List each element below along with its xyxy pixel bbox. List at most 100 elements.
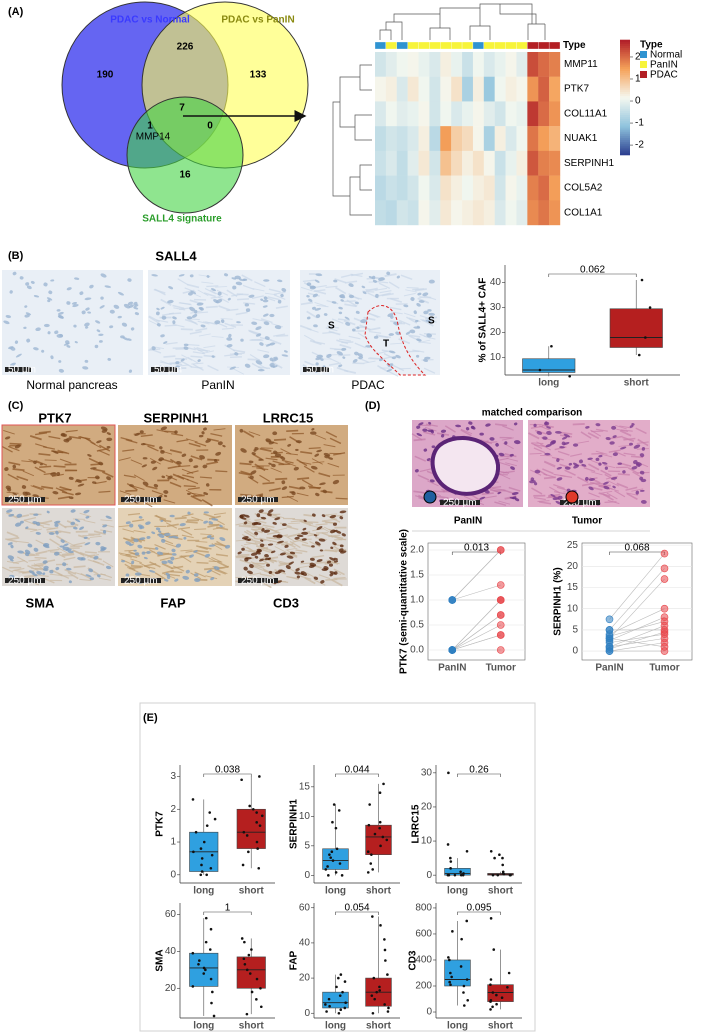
fiber <box>61 491 74 496</box>
fiber <box>90 441 102 449</box>
point <box>328 1004 331 1008</box>
fiber <box>262 524 275 529</box>
fiber <box>165 341 178 345</box>
heat-cell <box>440 175 452 201</box>
nucleus <box>274 517 281 521</box>
y-tick-label: 0.5 <box>410 620 424 631</box>
fiber <box>413 438 426 442</box>
nucleus <box>295 448 299 451</box>
nucleus <box>426 458 431 461</box>
nucleus <box>134 304 139 308</box>
nucleus <box>156 551 164 556</box>
fiber <box>423 431 436 436</box>
nucleus <box>244 514 250 518</box>
fiber <box>196 545 208 550</box>
pair-line <box>609 642 665 652</box>
heat-cell <box>396 101 408 127</box>
y-tick-label: 60 <box>299 902 311 913</box>
y-tick-label: 15 <box>567 582 579 593</box>
nucleus <box>282 523 287 526</box>
fiber <box>543 476 557 480</box>
colorbar-step <box>620 83 630 87</box>
fiber <box>635 427 647 435</box>
fiber <box>196 346 209 353</box>
y-tick-label: 0 <box>304 870 310 881</box>
nucleus <box>193 550 198 553</box>
y-tick-label: 20 <box>299 973 311 984</box>
nucleus <box>425 319 432 323</box>
colorbar-step <box>620 110 630 114</box>
y-tick-label: 600 <box>415 929 432 940</box>
fiber <box>334 278 347 284</box>
nucleus <box>66 567 72 571</box>
nucleus <box>311 513 316 517</box>
fiber <box>98 444 111 452</box>
fiber <box>251 564 264 569</box>
fiber <box>326 325 339 329</box>
nucleus <box>140 443 146 446</box>
heat-cell <box>451 101 463 127</box>
highlight <box>1 424 116 506</box>
nucleus <box>167 559 174 564</box>
fiber <box>200 533 213 536</box>
colorbar-step <box>620 148 630 152</box>
scale-bar-label: 250 µm <box>124 575 158 586</box>
nucleus <box>415 354 420 358</box>
nucleus <box>588 486 594 491</box>
heat-cell <box>385 126 397 152</box>
fiber <box>540 443 551 451</box>
heat-cell <box>494 200 506 226</box>
fiber <box>249 353 261 362</box>
fiber <box>325 285 338 289</box>
point <box>258 775 261 778</box>
fiber <box>541 424 554 429</box>
x-tick-label: long <box>193 886 214 897</box>
nucleus <box>326 560 332 564</box>
point <box>501 856 504 860</box>
fiber <box>616 428 629 433</box>
nucleus <box>241 547 245 551</box>
nucleus <box>422 292 429 297</box>
micrograph <box>235 508 348 586</box>
legend-swatch <box>640 61 647 68</box>
point <box>248 972 252 975</box>
fiber <box>259 573 272 578</box>
fiber <box>100 529 113 533</box>
scale-bar-label: 250 µm <box>563 497 597 508</box>
fiber <box>159 556 172 561</box>
fiber <box>299 324 312 331</box>
point <box>373 832 377 836</box>
nucleus <box>468 421 473 425</box>
nucleus <box>39 463 43 466</box>
nucleus <box>573 464 580 469</box>
fiber <box>36 574 49 577</box>
heat-cell <box>505 200 517 226</box>
nucleus <box>336 351 343 356</box>
nucleus <box>294 536 300 540</box>
nucleus <box>338 364 343 368</box>
heat-cell <box>418 200 430 226</box>
p-value: 0.013 <box>464 543 489 554</box>
nucleus <box>7 542 13 546</box>
fiber <box>59 486 72 491</box>
nucleus <box>391 356 397 359</box>
nucleus <box>485 423 491 427</box>
point <box>492 948 496 951</box>
fiber <box>300 451 313 455</box>
nucleus <box>68 496 74 500</box>
fiber <box>210 432 223 437</box>
fiber <box>224 344 236 352</box>
fiber <box>65 429 78 433</box>
fiber <box>187 356 199 364</box>
y-tick-label: 0 <box>572 646 578 657</box>
fiber <box>325 327 338 332</box>
nucleus <box>137 544 143 549</box>
nucleus <box>296 575 300 579</box>
point <box>209 977 213 981</box>
fiber <box>120 436 133 442</box>
point <box>379 844 382 848</box>
nucleus <box>204 553 211 558</box>
venn-count: 0 <box>207 121 213 132</box>
point <box>338 862 342 865</box>
fiber <box>98 577 111 581</box>
